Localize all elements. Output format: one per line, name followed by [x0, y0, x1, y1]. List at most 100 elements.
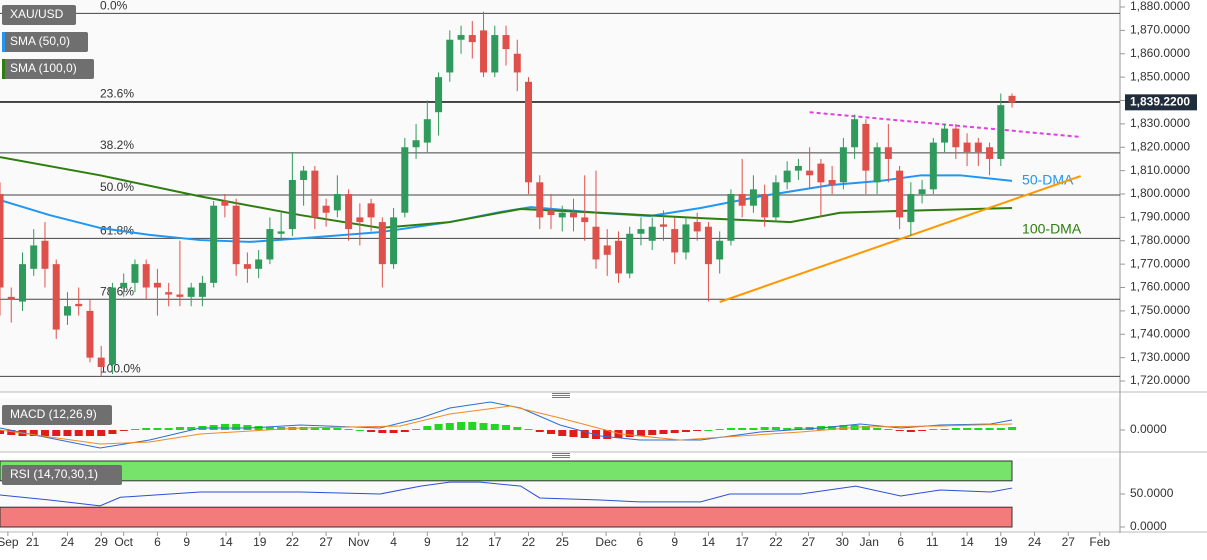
candle-body — [390, 217, 398, 265]
candle-body — [0, 194, 4, 288]
macd-bar — [142, 428, 151, 430]
candle-body — [569, 212, 577, 218]
macd-bar — [367, 430, 376, 432]
x-tick-label: 22 — [522, 535, 536, 549]
macd-bar — [715, 429, 724, 430]
candle-body — [525, 81, 533, 183]
candle-body — [862, 123, 870, 171]
candle-body — [120, 282, 128, 288]
panel-handle — [552, 393, 570, 398]
macd-bar — [749, 428, 758, 430]
candle-body — [918, 189, 926, 195]
macd-bar — [726, 428, 735, 430]
macd-bar — [63, 430, 72, 436]
candle-body — [536, 182, 544, 218]
macd-bar — [468, 422, 477, 430]
candle-body — [153, 282, 161, 288]
macd-bar — [659, 430, 668, 434]
candle-body — [941, 128, 949, 143]
legend-box — [2, 405, 112, 425]
macd-bar — [839, 425, 848, 430]
x-tick-label: 22 — [286, 535, 300, 549]
macd-bar — [614, 430, 623, 438]
candle-body — [63, 306, 71, 316]
macd-bar — [265, 427, 274, 430]
candle-body — [86, 310, 94, 358]
macd-bar — [513, 427, 522, 430]
macd-bar — [929, 429, 938, 430]
candle-body — [682, 224, 690, 253]
panel-handle — [552, 453, 570, 458]
macd-bar — [861, 426, 870, 430]
candle-body — [322, 205, 330, 213]
macd-bar — [344, 429, 353, 430]
macd-bar — [558, 430, 567, 436]
candle-body — [491, 35, 499, 73]
rsi-tick-label: 50.0000 — [1130, 486, 1174, 500]
macd-bar — [445, 423, 454, 430]
candle-body — [637, 229, 645, 234]
x-tick-label: 27 — [802, 535, 816, 549]
macd-bar — [895, 430, 904, 431]
candle-body — [963, 142, 971, 152]
candle-body — [108, 287, 116, 365]
macd-bar — [187, 427, 196, 430]
macd-bar — [963, 428, 972, 430]
candle-body — [997, 105, 1005, 159]
candle-body — [435, 77, 443, 113]
x-tick-label: 29 — [95, 535, 109, 549]
macd-bar — [760, 427, 769, 430]
candle-body — [761, 194, 769, 218]
legend-label: XAU/USD — [10, 7, 64, 21]
candle-body — [873, 147, 881, 183]
macd-bar — [7, 430, 16, 435]
moving-average — [0, 156, 1013, 229]
x-tick-label: 9 — [424, 535, 431, 549]
y-tick-label: 1,880.0000 — [1130, 0, 1190, 13]
macd-bar — [378, 430, 387, 433]
macd-bar — [310, 427, 319, 430]
macd-bar — [40, 430, 49, 436]
candle-body — [378, 222, 386, 265]
y-tick-label: 1,770.0000 — [1130, 256, 1190, 270]
candle-body — [468, 35, 476, 43]
legend-item: MACD (12,26,9) — [2, 405, 112, 425]
candle-body — [97, 357, 105, 367]
candle-body — [311, 170, 319, 218]
macd-bar — [940, 429, 949, 430]
macd-bar — [535, 430, 544, 432]
x-tick-label: 12 — [455, 535, 469, 549]
rsi-zone — [0, 506, 1013, 528]
candle-body — [333, 194, 341, 211]
legend-item: XAU/USD — [2, 5, 76, 25]
candle-body — [255, 259, 263, 269]
candle-body — [18, 264, 26, 302]
candle-body — [1008, 95, 1016, 103]
y-tick-label: 1,760.0000 — [1130, 280, 1190, 294]
macd-bar — [164, 428, 173, 430]
macd-bar — [951, 428, 960, 430]
candle-body — [457, 35, 465, 40]
candle-body — [401, 147, 409, 213]
legend-box — [2, 32, 88, 52]
x-tick-label: Oct — [114, 535, 133, 549]
macd-bar — [996, 428, 1005, 430]
candle-body — [187, 287, 195, 297]
macd-bar — [220, 424, 229, 430]
y-tick-label: 1,810.0000 — [1130, 163, 1190, 177]
x-tick-label: 17 — [735, 535, 749, 549]
macd-bar — [74, 430, 83, 436]
y-tick-label: 1,720.0000 — [1130, 373, 1190, 387]
macd-tick-label: 0.0000 — [1130, 422, 1167, 436]
macd-line — [0, 405, 1013, 445]
y-tick-label: 1,750.0000 — [1130, 303, 1190, 317]
y-tick-label: 1,830.0000 — [1130, 116, 1190, 130]
x-tick-label: 19 — [994, 535, 1008, 549]
x-tick-label: 9 — [183, 535, 190, 549]
rsi-line — [0, 481, 1013, 507]
ma-label: 50-DMA — [1022, 172, 1074, 188]
candle-body — [614, 240, 622, 274]
macd-bar — [423, 426, 432, 430]
macd-bar — [906, 430, 915, 432]
candle-body — [817, 163, 825, 183]
